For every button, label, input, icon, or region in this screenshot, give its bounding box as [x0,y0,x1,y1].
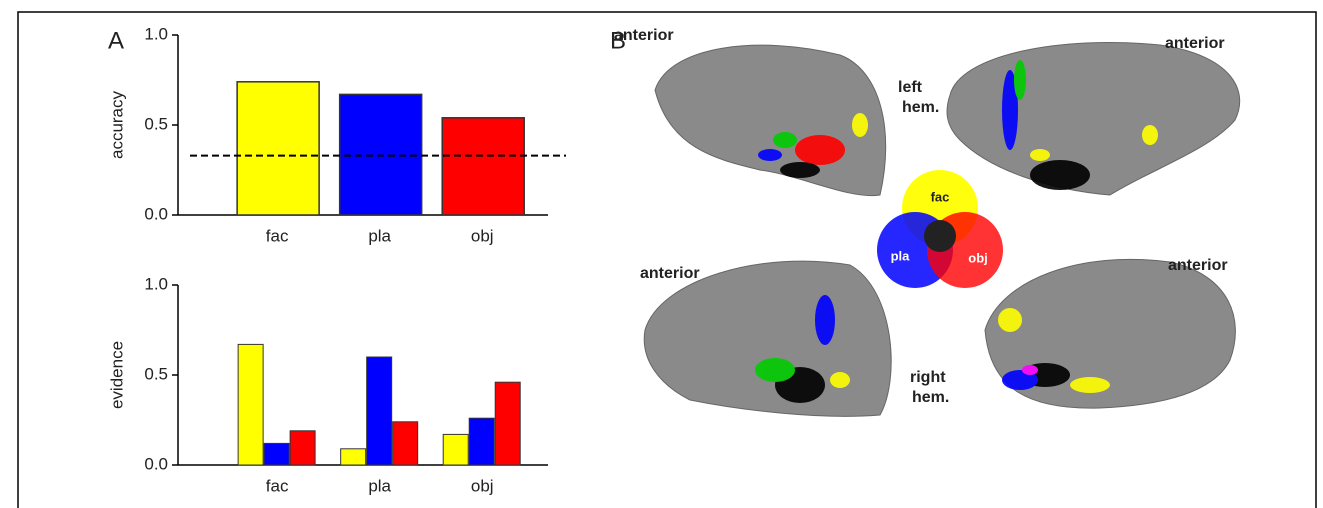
panel-label: A [108,27,124,54]
panel-label: B [610,27,626,54]
y-tick-label: 0.5 [144,114,168,133]
bar [441,117,525,216]
bar [468,417,495,466]
bar [236,81,320,216]
bar [392,421,419,466]
x-tick-label: obj [471,226,494,245]
venn-label: pla [891,248,911,263]
hemisphere-label: right [910,369,946,386]
venn-label: fac [931,189,950,204]
venn [877,170,1003,288]
x-tick-label: fac [266,226,289,245]
bar [442,433,469,466]
venn-label: obj [968,250,988,265]
y-axis-label: accuracy [107,90,126,159]
x-tick-label: pla [368,226,391,245]
y-tick-label: 0.0 [144,454,168,473]
brain [643,260,892,417]
y-tick-label: 1.0 [144,24,168,43]
frame [17,11,1317,508]
y-tick-label: 0.0 [144,204,168,223]
bar [237,343,264,466]
bar [340,448,367,466]
y-tick-label: 0.5 [144,364,168,383]
bar [494,381,521,466]
bar [289,430,316,466]
anterior-label: anterior [1168,257,1228,274]
y-axis-label: evidence [107,341,126,409]
x-tick-label: fac [266,476,289,495]
hemisphere-label: hem. [902,99,939,116]
brain [946,41,1241,196]
anterior-label: anterior [640,265,700,282]
brain [654,44,887,197]
x-tick-label: obj [471,476,494,495]
activation-blobs [755,60,1158,403]
y-tick-label: 1.0 [144,274,168,293]
anterior-label: anterior [614,27,674,44]
bar [366,356,393,466]
brains [643,41,1241,417]
hemisphere-label: left [898,79,923,96]
bar [263,442,290,466]
x-tick-label: pla [368,476,391,495]
anterior-label: anterior [1165,35,1225,52]
hemisphere-label: hem. [912,389,949,406]
